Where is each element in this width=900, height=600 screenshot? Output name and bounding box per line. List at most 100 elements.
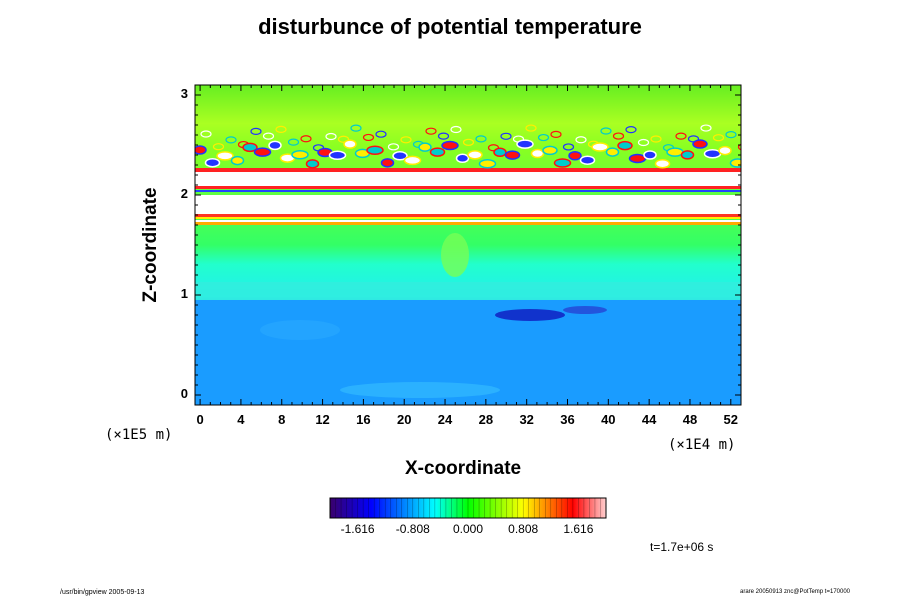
wave-cell [637,138,650,147]
wave-cell [403,155,422,166]
band-edge [195,168,741,172]
colorbar-tick-label: 0.000 [452,522,484,536]
wave-cell [625,126,637,134]
wave-cell [380,158,395,168]
wave-cell [654,158,671,169]
wave-cell [579,155,596,165]
x-tick-label: 8 [278,412,286,427]
axis-ticks [195,85,741,406]
mid-band [195,282,741,300]
x-tick-label: 4 [237,412,245,427]
wave-cell [504,150,521,160]
wave-cell [600,127,612,135]
wave-cell [450,125,462,134]
wave-cell [692,139,708,149]
x-tick-label: 0 [196,412,204,427]
x-tick-label: 48 [682,412,698,427]
light-eddy [340,382,500,398]
wave-cell [605,147,620,157]
wave-cell [362,133,375,142]
light-eddy [260,320,340,340]
wave-cell [366,145,384,155]
wave-cell [703,148,722,159]
wave-cell [343,139,357,149]
wave-cell [628,153,647,164]
wave-cell [425,127,437,135]
wave-cell [387,143,400,151]
wave-cell [262,132,275,140]
wave-cell [418,142,432,152]
wave-cell [725,131,737,139]
x-tick-label: 52 [723,412,739,427]
wave-cell [437,132,450,140]
wave-cell [530,148,545,159]
x-tick-label: 32 [519,412,534,427]
wave-cell [195,145,207,155]
wave-cell [253,147,272,157]
wave-cell [200,130,212,138]
x-tick-label: 20 [396,412,412,427]
wave-cell [617,140,633,151]
x-axis-label: X-coordinate [405,458,522,479]
wave-cell [328,150,347,161]
wave-cell [337,135,350,143]
band-edge [195,222,741,225]
band-edge [195,186,741,189]
x-tick-label: 12 [315,412,330,427]
colorbar-tick-label: -0.808 [395,522,430,536]
wave-cell [675,132,687,140]
wave-cell [612,132,625,140]
wave-cell [537,133,550,142]
wave-cell [212,143,225,151]
wave-cell [287,138,300,146]
dark-blue-eddy [563,306,607,314]
wave-cell [493,147,507,158]
wave-cell [204,157,221,168]
colorbar-tick-label: 1.616 [563,522,594,536]
footer-left: /usr/bin/gpview 2005-09-13 [60,589,145,596]
y-tick-label: 2 [180,186,188,201]
saturated-band [195,172,741,186]
wave-cell [467,150,483,160]
wave-cell [429,147,446,157]
x-tick-label: 16 [356,412,371,427]
y-tick-label: 0 [180,386,188,401]
saturated-band [195,195,741,214]
wave-cell [400,136,412,144]
y-tick-label: 3 [180,86,188,101]
wave-cell [325,132,337,141]
colorbar-levels [335,498,601,518]
wave-cell [729,158,741,168]
wave-cell [525,124,537,132]
wave-cell [718,145,732,156]
wave-cell [553,158,572,168]
band-edge [195,190,741,192]
wave-cell [291,150,309,160]
y-axis-unit: (×1E5 m) [105,427,173,443]
wave-cell [275,125,287,133]
wave-cell [305,159,320,169]
colorbar [329,497,607,519]
wave-cell [392,151,408,161]
wave-cell [516,139,534,149]
wave-cell [680,150,695,160]
band-edge [195,220,741,222]
x-tick-label: 40 [601,412,616,427]
wave-cell [666,147,684,157]
wave-cell [441,140,459,151]
band-edge [195,217,741,219]
wave-cell [375,130,387,138]
dark-blue-eddy [495,309,565,321]
plume [441,233,469,277]
wave-cell [568,150,582,161]
wave-cell [700,124,712,132]
wave-cell [475,135,487,143]
x-tick-label: 28 [478,412,494,427]
chart-title: disturbunce of potential temperature [258,14,642,39]
x-tick-label: 24 [437,412,453,427]
wave-cell [350,124,362,132]
wave-cell [650,135,662,143]
wave-cell [455,153,470,164]
time-annotation: t=1.7e+06 s [650,540,714,554]
